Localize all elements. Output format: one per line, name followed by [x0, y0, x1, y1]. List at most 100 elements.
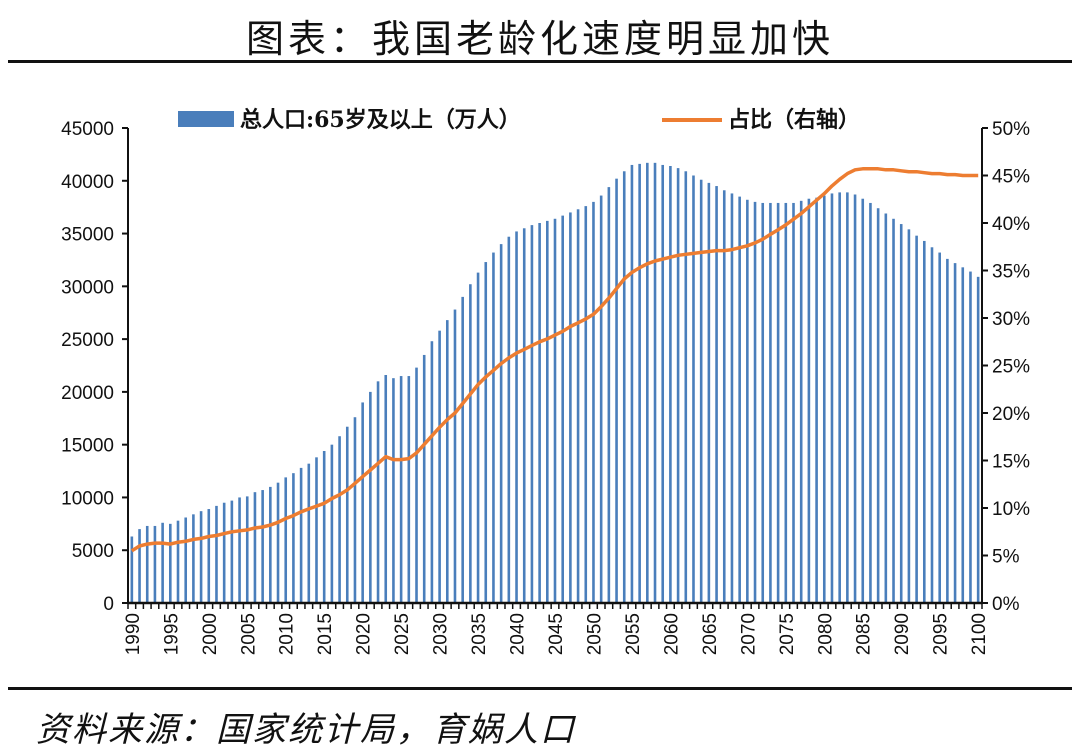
bar-2059 [661, 164, 665, 603]
x-tick-label: 2085 [854, 613, 875, 655]
bar-2064 [699, 179, 703, 603]
right-tick-label: 0% [992, 594, 1020, 615]
right-tick-label: 20% [992, 404, 1030, 425]
bar-2017 [338, 436, 341, 603]
right-tick-label: 30% [992, 309, 1030, 330]
bar-1998 [192, 514, 195, 603]
bar-2021 [369, 391, 372, 603]
bar-2040 [515, 231, 518, 603]
bar-2005 [245, 496, 249, 603]
x-tick-label: 1990 [123, 613, 144, 655]
bar-2050 [592, 201, 595, 603]
bar-2093 [922, 240, 926, 603]
bar-2065 [707, 182, 711, 603]
top-divider [8, 60, 1072, 63]
bar-2087 [876, 208, 880, 603]
bar-2039 [507, 236, 511, 603]
left-tick-label: 45000 [61, 119, 114, 140]
bar-2010 [284, 477, 288, 603]
right-tick-label: 15% [992, 452, 1030, 473]
bar-2003 [230, 500, 234, 603]
bar-2060 [669, 166, 672, 603]
x-tick-label: 2080 [815, 613, 836, 655]
bar-2019 [353, 417, 357, 603]
bar-2100 [976, 276, 980, 603]
bar-2088 [884, 213, 888, 603]
bar-2031 [445, 320, 449, 603]
bar-2083 [846, 192, 849, 603]
bar-1997 [184, 517, 188, 603]
bar-2023 [384, 375, 388, 603]
bar-2027 [415, 367, 418, 603]
x-tick-label: 2025 [392, 613, 413, 655]
left-tick-label: 10000 [61, 488, 114, 509]
bar-2086 [869, 202, 872, 603]
bar-2035 [476, 272, 480, 603]
bar-2036 [484, 262, 488, 603]
x-tick-label: 1995 [161, 613, 182, 655]
bar-1990 [130, 536, 134, 603]
bar-1991 [138, 529, 141, 603]
bar-2046 [561, 215, 564, 603]
bar-2096 [946, 258, 949, 603]
bar-2024 [392, 378, 395, 603]
bar-2098 [961, 267, 965, 603]
bar-2063 [692, 175, 695, 603]
x-tick-label: 2030 [431, 613, 452, 655]
x-tick-label: 2040 [508, 613, 529, 655]
bar-2076 [792, 202, 795, 603]
left-tick-label: 15000 [61, 436, 114, 457]
bar-2013 [307, 463, 311, 603]
left-tick-label: 40000 [61, 172, 114, 193]
bar-2012 [299, 467, 303, 603]
x-tick-label: 2055 [623, 613, 644, 655]
left-tick-label: 5000 [72, 541, 114, 562]
bar-2075 [784, 202, 788, 603]
bar-2080 [822, 195, 826, 604]
bar-2085 [861, 198, 865, 603]
bar-2081 [830, 193, 834, 603]
bar-2043 [538, 223, 541, 603]
x-tick-label: 2070 [738, 613, 759, 655]
x-tick-label: 2045 [546, 613, 567, 655]
bar-2044 [546, 220, 549, 603]
bar-2025 [399, 376, 403, 603]
left-tick-label: 0 [103, 594, 114, 615]
left-tick-label: 20000 [61, 383, 114, 404]
bar-2014 [315, 457, 318, 603]
bar-2047 [569, 212, 572, 603]
bar-2004 [238, 497, 241, 603]
bar-2049 [584, 206, 588, 603]
bar-2042 [530, 225, 534, 603]
bar-2099 [969, 271, 972, 603]
bar-2057 [646, 162, 649, 604]
bar-2056 [638, 163, 641, 603]
bar-1996 [176, 520, 180, 603]
bar-2079 [815, 197, 818, 603]
bar-2051 [599, 195, 603, 604]
bar-2034 [469, 284, 472, 603]
left-tick-label: 30000 [61, 277, 114, 298]
bar-2045 [553, 218, 557, 603]
right-tick-label: 50% [992, 119, 1030, 140]
bar-2041 [522, 228, 526, 603]
x-tick-label: 2095 [931, 613, 952, 655]
bar-2066 [715, 186, 718, 604]
bar-2074 [776, 202, 780, 603]
x-tick-label: 2050 [584, 613, 605, 655]
x-tick-label: 2000 [200, 613, 221, 655]
x-tick-label: 2015 [315, 613, 336, 655]
left-tick-label: 25000 [61, 330, 114, 351]
series-line-ratio [130, 167, 979, 553]
legend-label-line: 占比（右轴） [728, 107, 860, 133]
right-tick-label: 40% [992, 214, 1030, 235]
bar-2022 [376, 381, 380, 603]
bar-2054 [622, 171, 626, 603]
bar-1992 [145, 525, 149, 603]
bar-2026 [407, 376, 411, 603]
bar-2028 [422, 354, 426, 603]
bar-2016 [330, 444, 334, 603]
x-tick-label: 2020 [354, 613, 375, 655]
bar-1999 [199, 511, 203, 603]
